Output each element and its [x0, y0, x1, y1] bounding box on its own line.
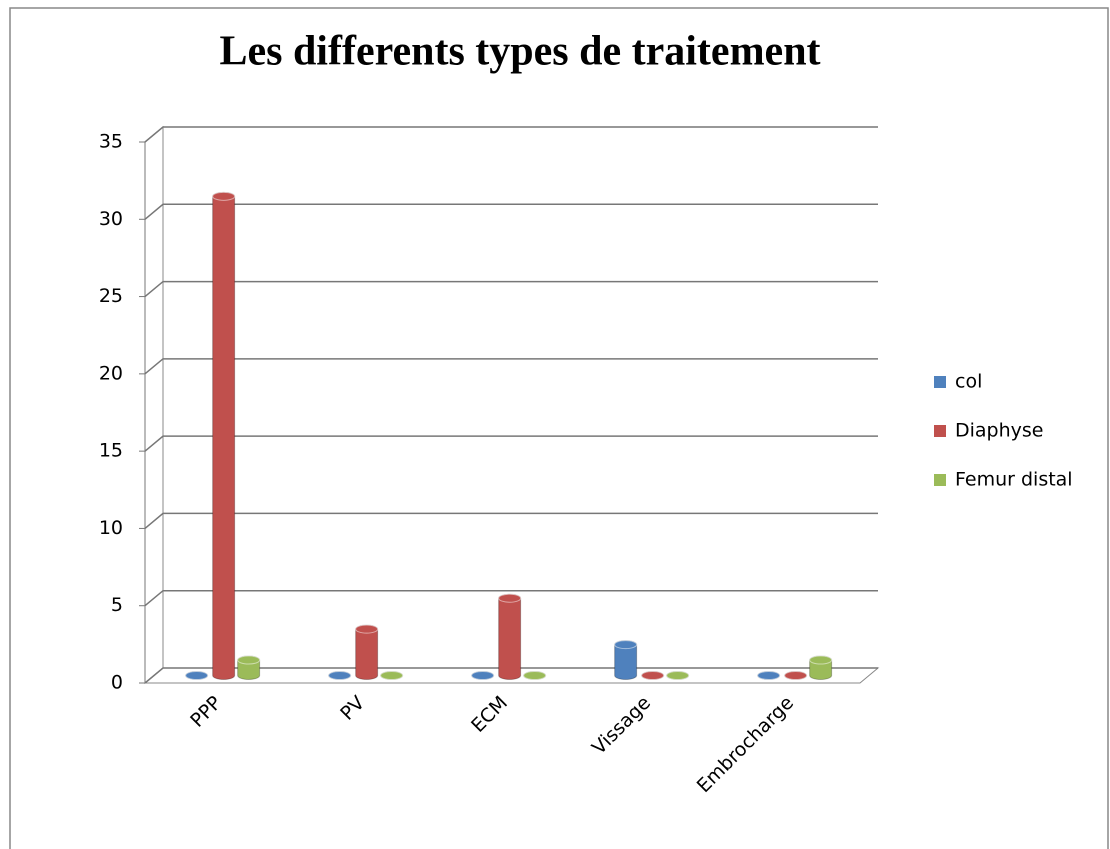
y-tick-label: 35 — [99, 131, 123, 153]
y-tick-label: 15 — [99, 440, 123, 462]
y-tick-label: 5 — [111, 594, 123, 616]
y-tick-label: 0 — [111, 672, 123, 694]
bar-top — [757, 671, 781, 680]
grid-line — [144, 280, 878, 298]
bar-top — [614, 640, 638, 650]
bar-top — [809, 655, 833, 665]
bar-top — [328, 671, 352, 680]
bar-top — [641, 671, 665, 680]
y-tick-label: 25 — [99, 285, 123, 307]
y-tick-label: 20 — [99, 362, 123, 384]
bar-top — [784, 671, 808, 680]
y-tick-label: 30 — [99, 208, 123, 230]
bar-top — [185, 671, 209, 680]
bar-top — [471, 671, 495, 680]
grid-line — [144, 512, 878, 530]
chart-frame — [9, 7, 1109, 849]
grid-line — [144, 435, 878, 452]
bar — [498, 593, 522, 680]
bar-top — [212, 191, 236, 201]
legend-swatch — [934, 376, 946, 388]
back-wall — [144, 125, 164, 685]
legend-label: col — [955, 371, 982, 393]
grid-line — [144, 358, 878, 375]
chart-title: Les differents types de traitement — [219, 29, 820, 75]
grid-line — [144, 667, 878, 684]
grid-line — [144, 203, 878, 220]
grid-line — [144, 126, 878, 143]
grid-line — [144, 589, 878, 607]
bar — [212, 191, 236, 680]
bar-top — [666, 671, 690, 680]
legend-swatch — [934, 425, 946, 437]
bar-top — [498, 593, 522, 603]
bar-top — [355, 624, 379, 634]
legend-label: Diaphyse — [955, 420, 1044, 442]
bar-top — [380, 671, 404, 680]
y-tick-label: 10 — [99, 517, 123, 539]
legend-swatch — [934, 474, 946, 486]
bar-top — [237, 655, 261, 665]
legend-label: Femur distal — [955, 469, 1073, 491]
bar-top — [523, 671, 547, 680]
